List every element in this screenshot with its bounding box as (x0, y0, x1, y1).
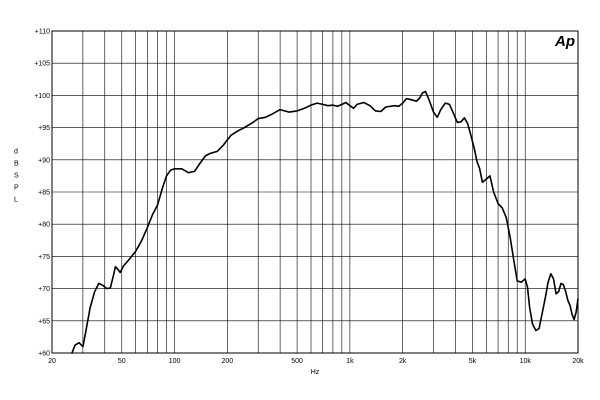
y-axis-title: d B S P L (14, 148, 19, 203)
major-gridlines (52, 62, 578, 322)
y-tick-label: +95 (38, 125, 50, 132)
y-tick-label: +80 (38, 222, 50, 229)
x-tick-label: 5k (469, 358, 477, 365)
plot-frame (51, 30, 579, 354)
y-tick-label: +85 (38, 190, 50, 197)
y-tick-label: +60 (38, 351, 50, 358)
response-curve (71, 90, 579, 354)
y-tick-labels: +110 +105 +100 +95 +90 +85 +80 +75 +70 +65 +60 (34, 29, 50, 358)
y-tick-label: +110 (35, 29, 50, 36)
x-tick-label: 10k (520, 358, 532, 365)
x-tick-label: 200 (221, 358, 233, 365)
x-tick-label: 2k (399, 358, 407, 365)
y-tick-label: +105 (34, 61, 50, 68)
x-axis-title: Hz (311, 369, 320, 376)
x-tick-label: 50 (118, 358, 126, 365)
ap-logo: Ap (554, 33, 575, 50)
series-layer (71, 90, 579, 354)
y-tick-label: +70 (38, 286, 50, 293)
y-tick-label: +90 (38, 157, 50, 164)
x-tick-labels: 20 50 100 200 500 1k 2k 5k 10k 20k (48, 358, 584, 365)
y-tick-label: +65 (38, 318, 50, 325)
x-tick-label: 500 (291, 358, 303, 365)
x-tick-label: 20k (572, 358, 584, 365)
x-tick-label: 1k (346, 358, 354, 365)
y-tick-label: +75 (38, 254, 50, 261)
y-tick-label: +100 (34, 93, 50, 100)
x-tick-label: 100 (169, 358, 181, 365)
x-tick-label: 20 (48, 358, 56, 365)
